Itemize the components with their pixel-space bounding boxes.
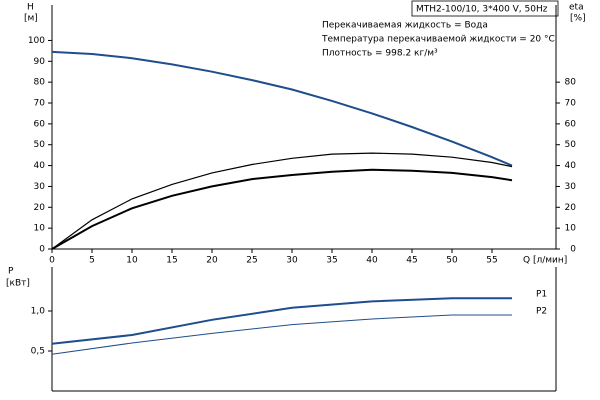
y2-tick-label: 70 [565, 99, 577, 109]
x-tick-label: 0 [49, 256, 55, 266]
series-line [51, 50, 513, 167]
y2-tick-label: 10 [565, 224, 577, 234]
annotation: Температура перекачиваемой жидкости = 20… [321, 35, 555, 45]
x-tick-label: 35 [326, 256, 337, 266]
info-box-text: MTH2-100/10, 3*400 V, 50Hz [416, 5, 548, 15]
y-label: H [27, 3, 34, 13]
x-label: Q [л/мин] [523, 256, 567, 266]
x-tick-label: 30 [286, 256, 298, 266]
y2-tick-label: 80 [565, 78, 577, 88]
series-line [51, 168, 513, 250]
y-tick-label: 40 [34, 161, 46, 171]
x-tick-label: 10 [126, 256, 138, 266]
y2-tick-label: 30 [565, 182, 577, 192]
x-tick-label: 20 [206, 256, 218, 266]
x-tick-label: 55 [486, 256, 497, 266]
series-line [51, 314, 512, 355]
y-tick-label: 1,0 [31, 307, 46, 317]
legend-label: P1 [536, 290, 547, 300]
y-tick-label: 90 [34, 57, 46, 67]
y-tick-label: 0,5 [31, 347, 45, 357]
y2-unit: [%] [570, 14, 586, 24]
x-tick-label: 45 [406, 256, 417, 266]
series-line [51, 152, 513, 250]
series-line [51, 297, 512, 345]
y-label: P [8, 267, 14, 277]
y2-tick-label: 60 [565, 119, 577, 129]
annotation: Плотность = 998.2 кг/м³ [322, 49, 438, 59]
y2-label: eta [569, 3, 584, 13]
y-tick-label: 70 [34, 99, 46, 109]
y-tick-label: 100 [28, 36, 45, 46]
x-tick-label: 15 [166, 256, 177, 266]
y-tick-label: 20 [34, 203, 46, 213]
annotation: Перекачиваемая жидкость = Вода [322, 21, 488, 31]
y-unit: [кВт] [6, 279, 30, 289]
y-tick-label: 30 [34, 182, 46, 192]
info-box [411, 0, 559, 17]
legend-label: P2 [536, 307, 547, 317]
x-tick-label: 40 [366, 256, 378, 266]
y-tick-label: 80 [34, 78, 46, 88]
y-unit: [м] [24, 14, 38, 24]
y-tick-label: 60 [34, 119, 46, 129]
y2-tick-label: 20 [565, 203, 577, 213]
y2-tick-label: 40 [565, 161, 577, 171]
x-tick-label: 25 [246, 256, 257, 266]
x-tick-label: 50 [446, 256, 458, 266]
y-tick-label: 10 [34, 224, 46, 234]
y-tick-label: 50 [34, 140, 46, 150]
x-tick-label: 5 [89, 256, 95, 266]
y2-tick-label: 50 [565, 140, 577, 150]
y2-tick-label: 0 [570, 245, 576, 255]
y-tick-label: 0 [39, 245, 45, 255]
